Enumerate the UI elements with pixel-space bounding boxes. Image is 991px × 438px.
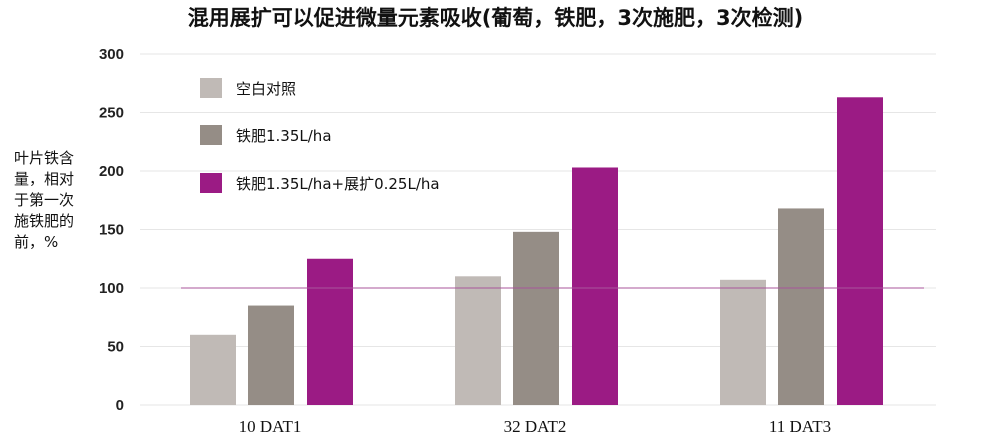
y-tick-label: 250 <box>99 105 124 122</box>
y-tick-label: 300 <box>99 46 124 63</box>
bar <box>837 97 883 405</box>
x-category-label: 32 DAT2 <box>504 417 567 436</box>
bars <box>190 97 883 405</box>
bar <box>572 167 618 405</box>
chart-title: 混用展扩可以促进微量元素吸收(葡萄，铁肥，3次施肥，3次检测) <box>187 6 804 30</box>
y-tick-label: 0 <box>116 397 124 414</box>
bar <box>513 231 559 405</box>
y-tick-label: 150 <box>99 222 124 239</box>
legend-swatch <box>200 125 222 145</box>
y-axis-label: 叶片铁含 量，相对 于第一次 施铁肥的 前，% <box>14 149 75 251</box>
bar <box>720 279 766 405</box>
x-axis-categories: 10 DAT1 32 DAT2 11 DAT3 <box>239 417 832 436</box>
bar <box>455 276 501 405</box>
y-tick-label: 50 <box>107 339 124 356</box>
legend-label: 铁肥1.35L/ha <box>236 127 332 145</box>
y-tick-label: 200 <box>99 163 124 180</box>
x-category-label: 11 DAT3 <box>769 417 831 436</box>
legend-label: 铁肥1.35L/ha+展扩0.25L/ha <box>236 175 440 193</box>
bar <box>778 208 824 405</box>
y-axis-ticks: 0 50 100 150 200 250 300 <box>99 46 124 414</box>
bar <box>307 258 353 405</box>
bar <box>248 305 294 405</box>
legend-label: 空白对照 <box>236 80 296 98</box>
legend-swatch <box>200 173 222 193</box>
legend-swatch <box>200 78 222 98</box>
x-category-label: 10 DAT1 <box>239 417 302 436</box>
bar <box>190 334 236 405</box>
y-tick-label: 100 <box>99 280 124 297</box>
